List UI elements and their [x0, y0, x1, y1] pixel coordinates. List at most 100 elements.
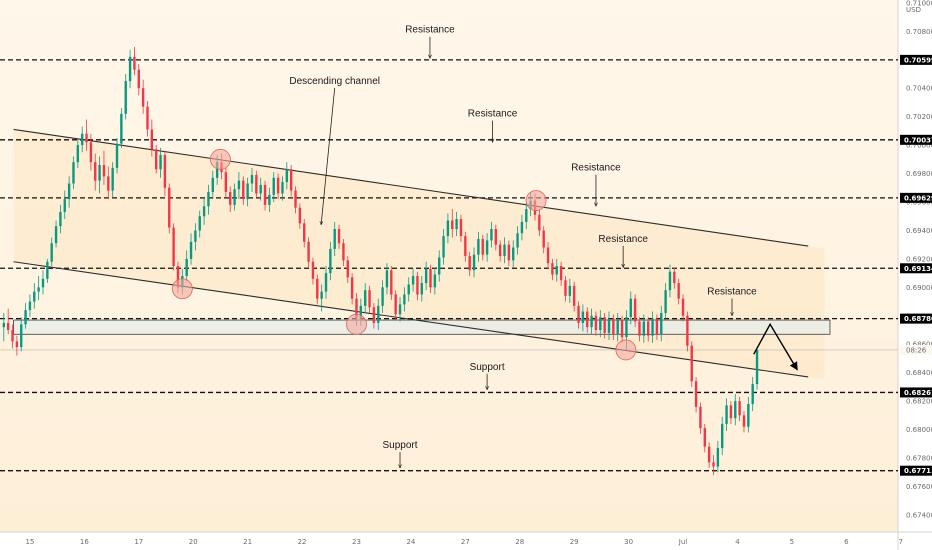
candle-body — [485, 240, 489, 255]
candle-body — [268, 194, 271, 205]
candle-body — [150, 129, 154, 150]
candle-body — [442, 236, 445, 258]
candle-body — [564, 280, 567, 296]
candle-body — [664, 290, 667, 313]
candle-body — [246, 183, 249, 200]
candle-body — [237, 180, 241, 190]
touch-point-marker — [210, 148, 231, 170]
candle-body — [72, 162, 75, 184]
x-tick-label: 28 — [515, 538, 524, 546]
candle-body — [525, 209, 528, 222]
x-tick-label: 23 — [352, 538, 361, 546]
candle-body — [146, 106, 149, 130]
touch-point-marker — [171, 278, 193, 300]
x-tick-label: 5 — [790, 538, 794, 546]
candle-body — [67, 183, 71, 200]
candle-body — [459, 219, 463, 237]
level-price-badge — [900, 134, 932, 145]
x-tick-label: 15 — [25, 538, 34, 546]
annotation-label: Support — [470, 362, 505, 373]
candle-body — [398, 304, 402, 315]
candle-body — [189, 241, 193, 259]
candle-body — [625, 317, 628, 338]
level-price-badge — [900, 54, 932, 65]
x-tick-label: 16 — [80, 538, 89, 546]
candle-body — [433, 274, 437, 288]
candle-body — [85, 133, 88, 143]
candle-body — [281, 182, 284, 194]
candle-body — [438, 257, 441, 275]
candle-body — [616, 320, 619, 335]
candle-body — [446, 220, 450, 237]
x-tick-label: 4 — [735, 538, 740, 546]
candle-body — [163, 155, 167, 188]
candle-body — [716, 448, 720, 467]
x-tick-label: 24 — [406, 538, 415, 546]
candle-body — [320, 291, 323, 299]
level-price-label: 0.70037 — [904, 136, 932, 144]
x-tick-label: 27 — [461, 538, 470, 546]
candle-body — [390, 270, 393, 295]
candle-body — [503, 244, 506, 257]
candle-body — [751, 384, 754, 404]
candle-body — [607, 318, 611, 333]
annotation-label: Descending channel — [289, 76, 380, 87]
x-tick-label: 17 — [134, 538, 143, 546]
candle-body — [102, 165, 106, 177]
candle-body — [363, 290, 367, 306]
candle-body — [407, 284, 410, 295]
candle-body — [350, 277, 354, 299]
candle-body — [98, 165, 101, 181]
candle-body — [477, 238, 480, 255]
candle-body — [50, 243, 53, 262]
candle-body — [276, 177, 280, 194]
x-tick-label: 6 — [844, 538, 849, 546]
time-axis-background — [0, 532, 932, 550]
candle-body — [455, 219, 458, 230]
candle-body — [37, 287, 40, 292]
candle-body — [725, 405, 728, 424]
candle-body — [311, 261, 315, 279]
candle-body — [464, 236, 467, 257]
candle-body — [703, 428, 706, 447]
candle-body — [472, 254, 476, 271]
candle-body — [255, 174, 258, 194]
candle-body — [337, 229, 341, 244]
annotation-label: Support — [383, 440, 418, 451]
candle-body — [89, 142, 93, 163]
candle-body — [416, 275, 419, 295]
candle-body — [211, 177, 214, 193]
candle-body — [677, 283, 680, 299]
candle-body — [28, 301, 32, 311]
candle-body — [342, 243, 345, 261]
level-price-badge — [900, 263, 932, 274]
candle-body — [707, 446, 711, 463]
candle-body — [15, 341, 19, 348]
candle-body — [107, 176, 110, 191]
candle-body — [307, 241, 310, 262]
candle-body — [54, 226, 58, 244]
candle-body — [420, 283, 423, 295]
candle-body — [546, 247, 550, 264]
annotation-label: Resistance — [707, 286, 757, 297]
candle-body — [185, 258, 188, 276]
candle-body — [194, 230, 197, 242]
annotation-label: Resistance — [405, 25, 455, 36]
candle-body — [568, 285, 572, 296]
candle-body — [385, 270, 389, 288]
x-tick-label: 30 — [624, 538, 633, 546]
candle-body — [242, 180, 245, 200]
candle-body — [46, 261, 49, 279]
candle-body — [542, 230, 545, 248]
candle-body — [316, 278, 319, 299]
candle-body — [355, 298, 358, 319]
candle-body — [80, 133, 84, 146]
